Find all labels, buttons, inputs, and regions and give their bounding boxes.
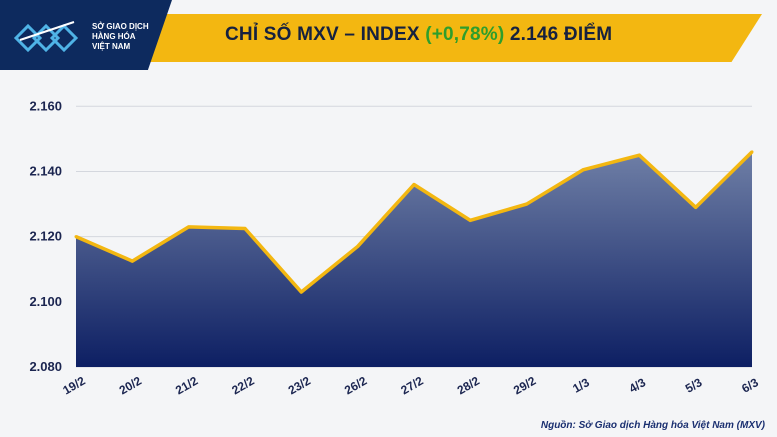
data-point [243,227,247,230]
area-series [74,150,754,367]
page-title: CHỈ SỐ MXV – INDEX (+0,78%) 2.146 ĐIỂM [225,24,612,46]
data-point [468,218,472,222]
x-tick-label: 29/2 [511,373,539,397]
y-axis: 2.080 2.100 2.120 2.140 2.160 [29,98,62,374]
source-note: Nguồn: Sở Giao dịch Hàng hóa Việt Nam (M… [540,420,765,431]
data-point [412,183,416,187]
data-point [750,150,754,154]
logo-line: HÀNG HÓA [92,32,136,41]
x-tick-label: 26/2 [342,373,370,397]
y-tick-label: 2.120 [29,229,62,244]
area-fill [76,151,752,367]
data-point [581,168,585,172]
logo-icon [14,21,79,52]
y-tick-label: 2.160 [29,98,62,113]
logo-line: VIỆT NAM [92,42,131,51]
data-point [74,235,78,239]
data-point [187,225,191,229]
logo-line: SỞ GIAO DỊCH [92,22,149,31]
x-tick-label: 27/2 [398,373,426,397]
x-tick-label: 19/2 [60,373,88,397]
y-tick-label: 2.100 [29,294,62,309]
x-tick-label: 5/3 [683,375,705,396]
data-point [356,244,360,248]
title-suffix: 2.146 ĐIỂM [509,24,613,45]
title-prefix: CHỈ SỐ MXV – INDEX [225,24,420,45]
logo: SỞ GIAO DỊCH HÀNG HÓA VIỆT NAM [0,0,172,70]
x-tick-label: 23/2 [286,373,314,397]
data-point [299,290,303,294]
title-change: (+0,78%) [425,24,505,45]
x-tick-label: 4/3 [627,375,649,396]
logo-text: SỞ GIAO DỊCH HÀNG HÓA VIỆT NAM [92,22,162,52]
x-axis: 19/2 20/2 21/2 22/2 23/2 26/2 27/2 28/2 29/2 1/3 4… [60,373,761,397]
y-tick-label: 2.140 [29,163,62,178]
data-point [130,259,134,263]
x-tick-label: 6/3 [739,375,761,396]
data-point [694,205,698,209]
y-tick-label: 2.080 [29,359,62,374]
x-tick-label: 20/2 [117,373,145,397]
x-tick-label: 1/3 [570,375,592,396]
data-point [637,153,641,157]
data-point [525,202,529,206]
x-tick-label: 22/2 [229,373,257,397]
x-tick-label: 28/2 [455,373,483,397]
x-tick-label: 21/2 [173,373,201,397]
